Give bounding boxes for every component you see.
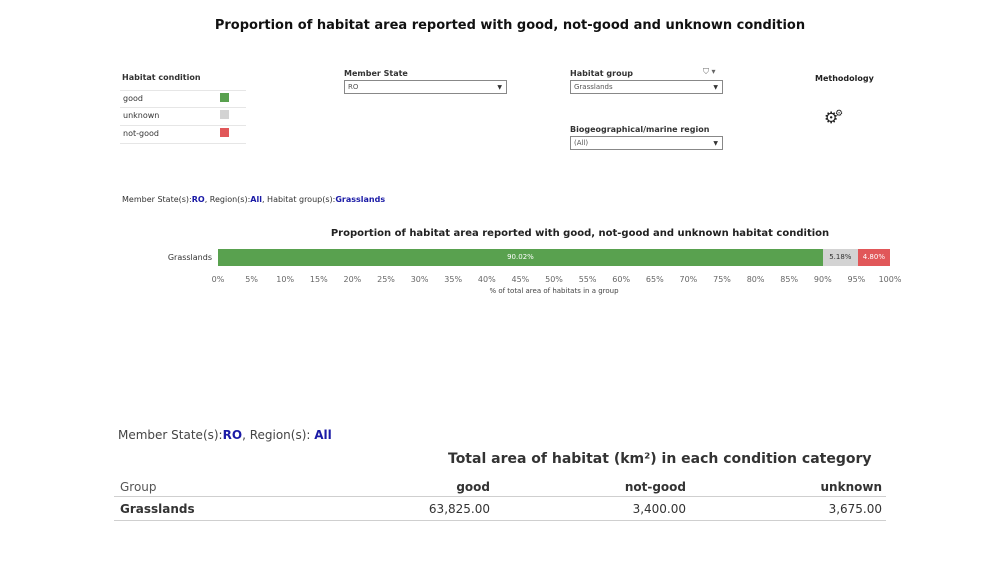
habitat-group-label: Habitat group (570, 69, 633, 78)
table-divider (114, 496, 886, 497)
member-state-select[interactable]: RO ▼ (344, 80, 507, 94)
legend-item-label: not-good (123, 129, 159, 138)
table-selection-summary: Member State(s):RO, Region(s): All (118, 428, 332, 442)
x-tick-label: 60% (612, 275, 631, 284)
member-state-label: Member State (344, 69, 408, 78)
data-label-unknown: 5.18% (829, 253, 852, 261)
bar-segment-unknown[interactable] (822, 249, 858, 266)
bar-segment-not-good[interactable] (857, 249, 890, 266)
table-title: Total area of habitat (km²) in each cond… (448, 451, 872, 467)
data-label-not-good: 4.80% (862, 253, 885, 261)
stacked-bar: 90.02% 5.18% 4.80% (218, 249, 890, 266)
filter-options-icon[interactable]: ⛉ ▾ (703, 67, 716, 76)
chevron-down-icon: ▼ (497, 84, 502, 91)
table-cell-not-good: 3,400.00 (632, 502, 686, 516)
x-tick-label: 95% (847, 275, 866, 284)
x-tick-label: 90% (813, 275, 832, 284)
x-tick-label: 15% (309, 275, 328, 284)
x-tick-label: 40% (477, 275, 496, 284)
table-divider (114, 520, 886, 521)
legend-item-label: good (123, 94, 143, 103)
legend-swatch (220, 110, 229, 119)
x-tick-label: 25% (377, 275, 395, 284)
x-tick-label: 55% (578, 275, 597, 284)
region-value: (All) (574, 139, 589, 147)
x-tick-label: 100% (878, 275, 902, 284)
x-tick-label: 70% (679, 275, 698, 284)
legend-item-unknown[interactable]: unknown (120, 108, 246, 126)
x-tick-label: 10% (276, 275, 295, 284)
table-cell-good: 63,825.00 (428, 502, 490, 516)
x-tick-label: 80% (746, 275, 765, 284)
x-tick-label: 50% (545, 275, 563, 284)
region-label: Biogeographical/marine region (570, 125, 710, 134)
x-tick-label: 0% (211, 275, 225, 284)
x-tick-label: 30% (410, 275, 429, 284)
bar-segment-good[interactable] (218, 249, 823, 266)
data-label-good: 90.02% (507, 253, 534, 261)
gear-small-icon: ⚙ (835, 109, 844, 119)
table-cell-unknown: 3,675.00 (828, 502, 882, 516)
habitat-group-value: Grasslands (574, 83, 613, 91)
legend-swatch (220, 128, 229, 137)
legend-item-not-good[interactable]: not-good (120, 126, 246, 144)
column-header-good: good (456, 480, 490, 494)
region-select[interactable]: (All) ▼ (570, 136, 723, 150)
x-tick-label: 65% (645, 275, 664, 284)
x-tick-label: 75% (713, 275, 731, 284)
table-cell-group: Grasslands (120, 502, 195, 516)
category-label: Grasslands (167, 253, 212, 262)
methodology-label: Methodology (815, 74, 874, 83)
legend-item-good[interactable]: good (120, 90, 246, 108)
column-header-group: Group (120, 480, 157, 494)
legend-swatch (220, 93, 229, 102)
page-title: Proportion of habitat area reported with… (214, 18, 806, 33)
legend-item-label: unknown (123, 111, 160, 120)
x-axis-label: % of total area of habitats in a group (489, 287, 619, 295)
gear-icon[interactable]: ⚙ (824, 108, 839, 127)
x-tick-label: 35% (444, 275, 463, 284)
x-tick-label: 5% (245, 275, 258, 284)
column-header-unknown: unknown (820, 480, 882, 494)
x-tick-label: 85% (780, 275, 799, 284)
x-tick-label: 45% (511, 275, 530, 284)
chevron-down-icon: ▼ (713, 84, 718, 91)
column-header-not-good: not-good (624, 480, 686, 494)
member-state-value: RO (348, 83, 359, 91)
habitat-group-select[interactable]: Grasslands ▼ (570, 80, 723, 94)
legend-title: Habitat condition (122, 73, 201, 82)
chart-title: Proportion of habitat area reported with… (330, 228, 830, 239)
selection-summary: Member State(s):RO, Region(s):All, Habit… (122, 195, 386, 204)
x-tick-label: 20% (343, 275, 362, 284)
chevron-down-icon: ▼ (713, 140, 718, 147)
